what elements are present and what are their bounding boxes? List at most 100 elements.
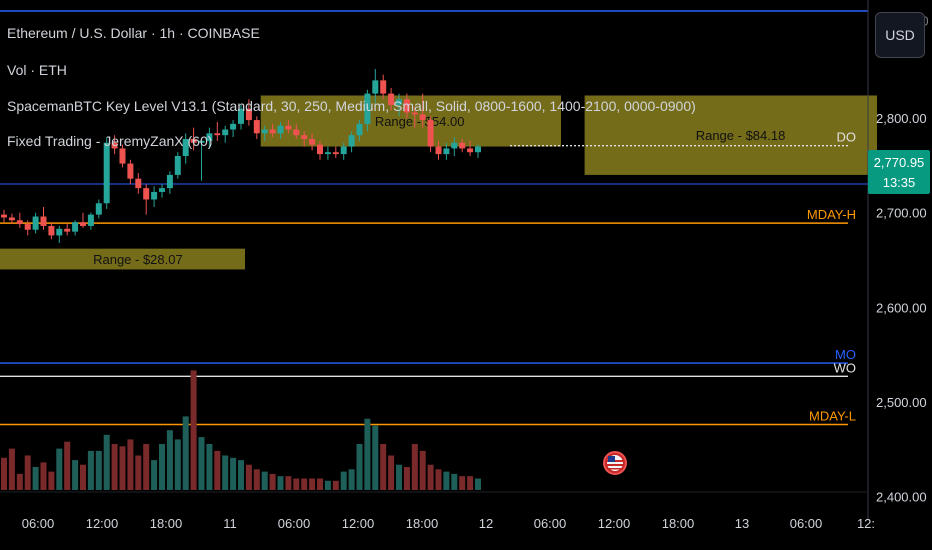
candle-body xyxy=(269,129,276,134)
x-tick-label: 06:00 xyxy=(534,516,567,531)
candle-body xyxy=(388,93,395,105)
volume-bar xyxy=(206,444,213,490)
candle-body xyxy=(324,152,331,155)
last-price-badge: 2,770.95 13:35 xyxy=(868,150,930,194)
volume-bar xyxy=(135,455,142,490)
volume-bar xyxy=(388,455,395,490)
volume-bar xyxy=(380,444,387,490)
candle-body xyxy=(182,138,189,156)
last-price-value: 2,770.95 xyxy=(873,155,925,170)
x-tick-label: 06:00 xyxy=(278,516,311,531)
candle-body xyxy=(285,125,292,130)
indicator-key-level[interactable]: SpacemanBTC Key Level V13.1 (Standard, 3… xyxy=(7,98,696,114)
volume-bar xyxy=(317,478,323,490)
volume-bar xyxy=(80,464,86,490)
indicator-volume[interactable]: Vol · ETH xyxy=(7,62,67,78)
volume-bar xyxy=(103,434,110,490)
volume-bar xyxy=(198,437,205,490)
volume-bar xyxy=(159,444,165,490)
volume-bar xyxy=(245,464,252,490)
candle-body xyxy=(348,135,355,147)
y-tick-label: 2,500.00 xyxy=(876,395,927,410)
candle-body xyxy=(174,156,181,175)
candle-body xyxy=(80,222,86,226)
volume-bar xyxy=(261,471,268,490)
x-tick-label: 12:00 xyxy=(598,516,631,531)
volume-bar xyxy=(435,469,442,490)
x-tick-label: 18:00 xyxy=(662,516,695,531)
us-flag-event-icon[interactable] xyxy=(603,443,627,483)
volume-bar xyxy=(8,448,15,490)
candle-body xyxy=(40,216,47,226)
volume-bar xyxy=(127,439,134,490)
x-tick-label: 06:00 xyxy=(22,516,55,531)
candle-body xyxy=(135,178,142,189)
volume-bar xyxy=(443,471,450,490)
level-label: WO xyxy=(834,360,856,375)
candle-body xyxy=(245,108,252,121)
x-tick-label: 06:00 xyxy=(790,516,823,531)
volume-bar xyxy=(95,450,102,490)
candle-body xyxy=(396,99,402,105)
volume-bar xyxy=(348,469,355,490)
candle-body xyxy=(467,148,474,153)
volume-bar xyxy=(396,464,402,490)
candle-body xyxy=(24,224,31,230)
volume-bar xyxy=(475,478,481,490)
candle-body xyxy=(151,191,158,200)
range-box xyxy=(584,95,877,175)
volume-bar xyxy=(419,450,426,490)
candle-body xyxy=(222,129,229,136)
volume-bar xyxy=(293,478,300,490)
candle-body xyxy=(95,203,102,215)
candle-body xyxy=(56,228,63,236)
volume-bar xyxy=(64,441,71,490)
range-label: Range - $84.18 xyxy=(696,128,786,143)
range-label: Range - $54.00 xyxy=(375,114,465,129)
volume-bar xyxy=(340,471,347,490)
volume-bar xyxy=(151,460,158,490)
level-label: MDAY-L xyxy=(809,409,856,424)
candle-body xyxy=(119,148,126,164)
level-label: MO xyxy=(835,347,856,362)
candle-body xyxy=(238,108,244,124)
volume-bar xyxy=(403,467,410,490)
candle-body xyxy=(475,146,481,153)
candle-body xyxy=(372,80,379,94)
x-tick-label: 12 xyxy=(479,516,493,531)
volume-bar xyxy=(411,444,418,490)
volume-bar xyxy=(72,460,79,490)
volume-bar xyxy=(427,464,434,490)
candle-body xyxy=(8,217,15,221)
candle-body xyxy=(1,214,7,218)
candle-body xyxy=(277,125,284,134)
volume-bar xyxy=(40,462,47,490)
candle-body xyxy=(87,214,94,226)
candle-body xyxy=(451,142,458,149)
volume-bar xyxy=(143,444,150,490)
range-box xyxy=(260,95,561,147)
volume-bar xyxy=(48,471,55,490)
candle-body xyxy=(309,138,316,145)
candle-body xyxy=(253,120,260,134)
candle-body xyxy=(301,135,308,139)
volume-bar xyxy=(324,480,331,490)
candle-body xyxy=(427,120,434,147)
candle-body xyxy=(198,140,205,143)
volume-bar xyxy=(451,473,458,490)
candle-body xyxy=(32,216,39,230)
volume-bar xyxy=(16,473,23,490)
candle-body xyxy=(435,146,442,155)
candle-body xyxy=(103,142,110,204)
currency-button[interactable]: USD xyxy=(875,12,925,58)
level-label: DO xyxy=(837,130,857,145)
volume-bar xyxy=(372,425,379,490)
indicator-fixed-trading[interactable]: Fixed Trading - JeremyZanX (60) xyxy=(7,133,213,149)
volume-bar xyxy=(269,473,276,490)
candle-body xyxy=(190,138,197,143)
candle-body xyxy=(403,99,410,113)
volume-bar xyxy=(190,370,197,490)
candle-body xyxy=(459,142,466,149)
